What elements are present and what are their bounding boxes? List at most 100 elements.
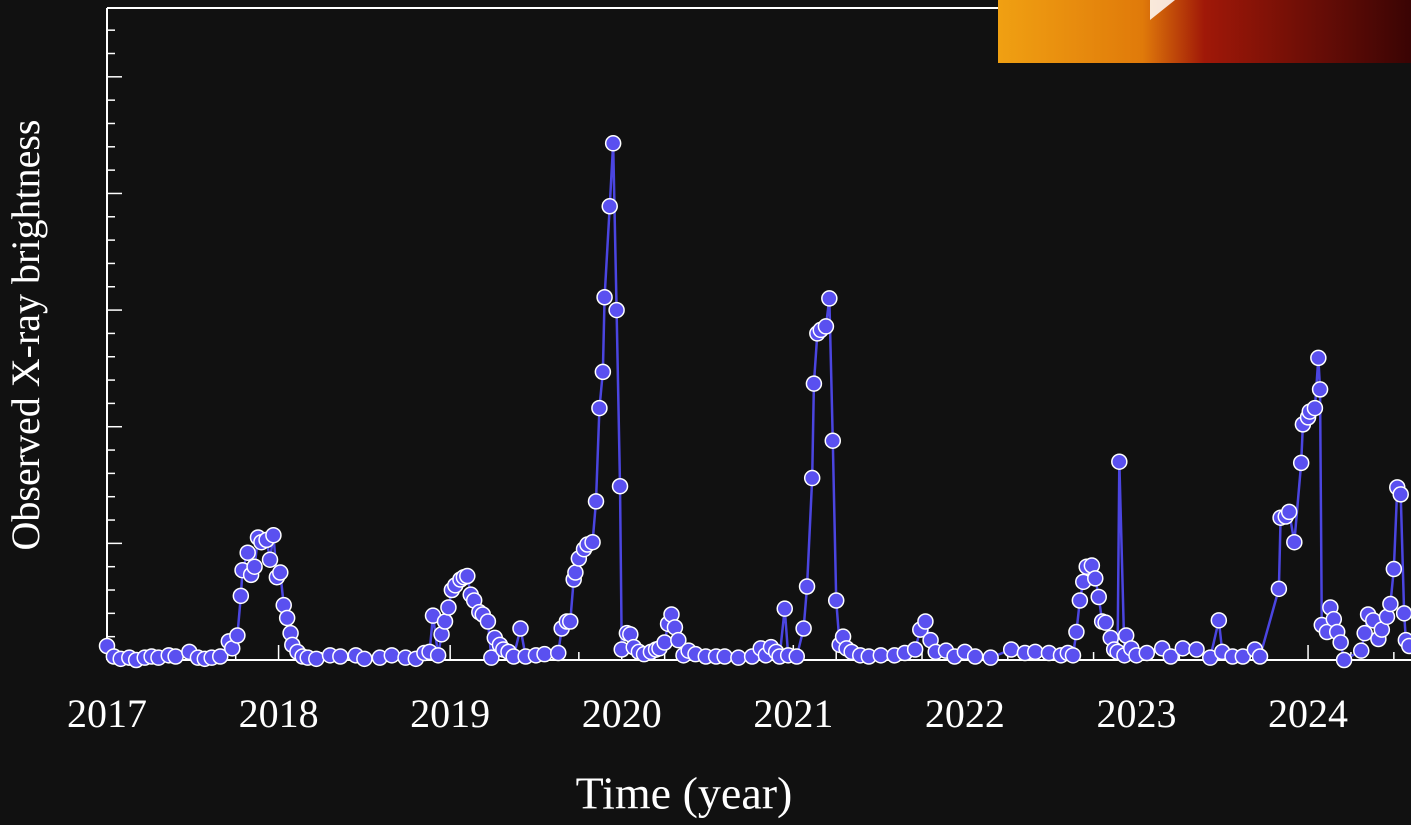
data-point [265,526,282,544]
data-point [817,318,835,335]
data-point [1111,453,1128,470]
data-point [246,558,263,575]
y-axis-label: Observed X-ray brightness [3,120,48,551]
data-point [1280,503,1298,521]
data-point [479,613,497,630]
x-tick-label: 2021 [753,691,833,736]
data-point [591,399,608,417]
data-point [982,649,999,666]
data-point [966,648,984,665]
data-point [827,592,845,609]
data-point [1311,381,1329,398]
data-point [1210,612,1228,629]
data-point [608,301,625,319]
data-point [1068,623,1085,641]
data-point [1138,644,1156,662]
inset-image [998,0,1411,63]
data-point [1026,643,1044,661]
x-tick-label: 2023 [1096,691,1176,736]
data-point [383,647,401,664]
data-point [611,477,629,495]
data-point [1385,560,1403,578]
x-tick-label: 2017 [67,691,147,736]
data-point [459,567,476,585]
data-point [211,648,229,665]
data-point [1352,642,1370,659]
inset-photo [998,0,1411,63]
data-point [795,620,812,637]
data-point [803,469,821,487]
inset-glint [1150,0,1175,20]
data-point [1306,399,1324,417]
data-point [1335,651,1353,669]
plot-area: 2017 2018 2019 2020 2021 2022 2023 2024 [67,7,1411,736]
x-tick-label: 2019 [410,691,490,736]
data-point [429,647,447,664]
data-point [798,578,816,595]
data-point [1356,624,1373,642]
data-point [512,620,529,637]
data-point [917,613,934,630]
data-point [587,493,605,510]
data-point [1234,648,1252,665]
data-point [356,650,373,668]
data-point [567,564,584,581]
data-point [1087,570,1104,587]
data-point [805,375,823,392]
data-point [272,564,289,581]
x-tick-label: 2018 [239,691,319,736]
x-tick-label: 2020 [582,691,662,736]
data-point [562,613,579,630]
data-point [1002,641,1020,658]
data-point [596,289,613,306]
data-point [788,648,805,665]
data-point [550,644,567,662]
data-point [232,587,250,605]
data-point [1071,592,1089,609]
data-point [906,641,924,658]
data-point [730,649,747,666]
data-point [821,290,838,307]
x-tick-label: 2022 [925,691,1005,736]
data-point [584,533,601,551]
data-point [872,647,890,664]
data-point [1286,533,1303,551]
data-point [436,613,454,630]
data-point [1097,614,1114,631]
data-point [1292,454,1310,472]
data-point [1270,580,1288,598]
data-point [1162,648,1180,665]
x-axis-label: Time (year) [576,768,793,819]
data-point [1090,588,1107,606]
data-point [1188,641,1205,658]
data-point [308,650,325,668]
data-point [483,649,500,666]
data-point [167,648,184,665]
data-point [670,631,687,649]
data-point [440,599,457,616]
x-tick-label: 2024 [1268,691,1348,736]
data-point [656,634,673,651]
data-point [1392,486,1409,503]
data-point [536,645,553,663]
data-point [594,363,612,381]
data-point [601,198,618,215]
data-point [278,609,296,627]
data-point [604,135,622,152]
data-point [229,627,246,644]
data-point [1064,647,1082,664]
data-point [1401,637,1411,655]
data-point [1382,595,1399,613]
data-point [776,600,793,617]
data-point [716,648,733,665]
data-point [1332,634,1349,651]
data-point [261,551,279,568]
data-point [1395,605,1411,622]
data-point [1310,349,1327,367]
data-point [332,648,349,665]
data-point [824,432,842,449]
data-point [239,544,256,561]
data-point [1251,648,1269,665]
